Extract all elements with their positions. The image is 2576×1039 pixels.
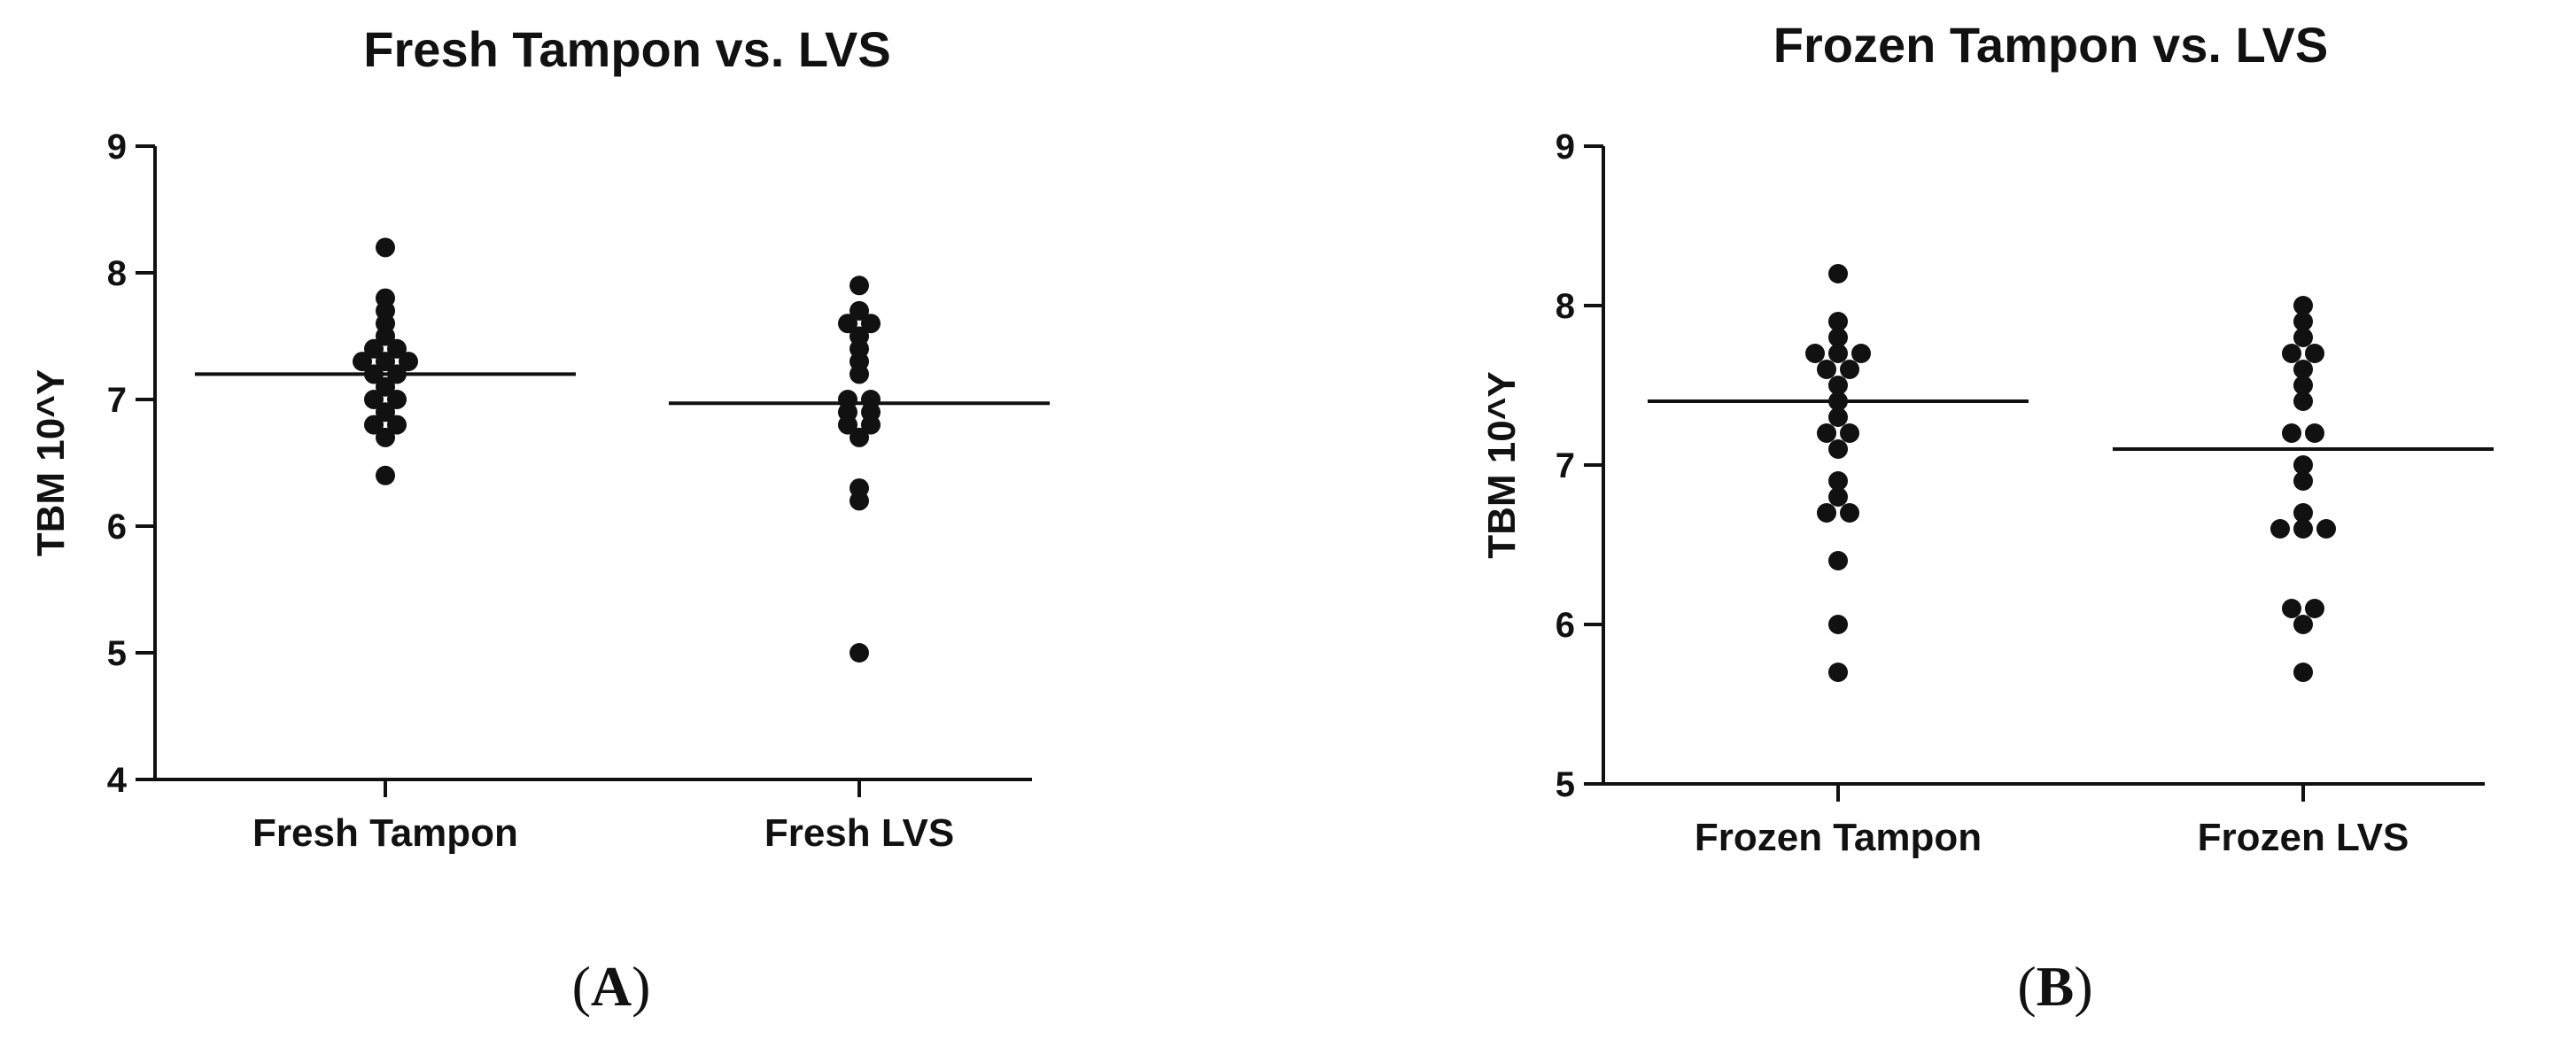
chart-b-data-point xyxy=(1817,360,1836,379)
chart-b-data-point xyxy=(1828,407,1848,427)
chart-b-y-tick-label: 8 xyxy=(1556,287,1575,326)
chart-b-data-point xyxy=(2293,296,2313,315)
chart-b-y-axis-label: TBM 10^Y xyxy=(1480,371,1524,559)
chart-a-y-tick-label: 8 xyxy=(107,254,127,293)
chart-b-data-point xyxy=(1828,487,1848,507)
chart-b-data-point xyxy=(1840,423,1859,443)
chart-b-category-label: Frozen LVS xyxy=(2198,816,2409,859)
chart-a-data-point xyxy=(387,338,407,359)
chart-b-data-point xyxy=(2293,471,2313,491)
chart-a-y-tick-label: 7 xyxy=(107,381,127,420)
chart-b-data-point xyxy=(1851,344,1871,363)
chart-b-y-tick-label: 6 xyxy=(1556,606,1575,645)
chart-a-data-point xyxy=(364,390,384,409)
chart-b-data-point xyxy=(2316,519,2336,539)
chart-b-data-point xyxy=(1840,503,1859,523)
chart-a-y-tick-label: 4 xyxy=(107,761,128,800)
chart-b-data-point xyxy=(1817,423,1836,443)
chart-b-y-tick-label: 7 xyxy=(1556,446,1575,485)
chart-a-data-point xyxy=(850,364,869,384)
chart-a-data-point xyxy=(364,338,384,359)
chart-b-data-point xyxy=(1817,503,1836,523)
chart-b-data-point xyxy=(2305,599,2324,618)
chart-b-data-point xyxy=(1828,344,1848,363)
chart-b-data-point xyxy=(2282,599,2301,618)
chart-a-data-point xyxy=(376,427,395,447)
chart-a-data-point xyxy=(861,415,881,435)
chart-b-y-tick-label: 5 xyxy=(1556,765,1575,804)
chart-a-data-point xyxy=(838,314,857,334)
chart-a-data-point xyxy=(861,314,881,334)
chart-a-data-point xyxy=(850,427,869,447)
chart-b-data-point xyxy=(2282,423,2301,443)
chart-a-data-point xyxy=(364,415,384,435)
chart-a-panel-label: (A) xyxy=(572,955,651,1018)
chart-b-data-point xyxy=(2270,519,2290,539)
chart-b-data-point xyxy=(1828,615,1848,634)
chart-b-data-point xyxy=(1828,551,1848,570)
chart-b-data-point xyxy=(1828,328,1848,347)
chart-b-data-point xyxy=(1828,471,1848,491)
chart-a-data-point xyxy=(387,390,407,409)
chart-a-y-axis-label: TBM 10^Y xyxy=(29,369,73,557)
chart-a-data-point xyxy=(838,415,857,435)
chart-a-data-point xyxy=(376,402,395,423)
chart-b-data-point xyxy=(1828,439,1848,459)
chart-b-data-point xyxy=(2305,344,2324,363)
chart-b-data-point xyxy=(1840,360,1859,379)
chart-b-data-point xyxy=(2293,312,2313,331)
chart-a-data-point xyxy=(387,415,407,435)
chart-b-data-point xyxy=(1828,312,1848,331)
chart-b-data-point xyxy=(2293,503,2313,523)
chart-b-data-point xyxy=(1828,663,1848,682)
chart-a-data-point xyxy=(850,275,869,296)
chart-b-data-point xyxy=(2293,519,2313,539)
chart-b-data-point xyxy=(2305,423,2324,443)
chart-b-category-label: Frozen Tampon xyxy=(1695,816,1982,859)
chart-a-category-label: Fresh LVS xyxy=(764,811,954,855)
chart-a-y-tick-label: 6 xyxy=(107,508,127,547)
chart-a-data-point xyxy=(399,352,418,372)
chart-a-data-point xyxy=(376,326,395,346)
chart-b-data-point xyxy=(2293,455,2313,475)
chart-b-data-point xyxy=(2293,663,2313,682)
chart-a-data-point xyxy=(376,465,395,485)
chart-b-title: Frozen Tampon vs. LVS xyxy=(1773,17,2328,73)
chart-b-data-point xyxy=(1828,264,1848,283)
chart-a-data-point xyxy=(376,352,395,372)
chart-b-data-point xyxy=(2293,615,2313,634)
chart-b-data-point xyxy=(2293,392,2313,411)
chart-b-data-point xyxy=(2293,328,2313,347)
chart-a-data-point xyxy=(850,300,869,321)
chart-a-category-label: Fresh Tampon xyxy=(252,811,518,855)
chart-a-y-tick-label: 9 xyxy=(107,128,127,167)
chart-b-data-point xyxy=(2293,360,2313,379)
chart-a-y-tick-label: 5 xyxy=(107,634,127,673)
chart-b-y-tick-label: 9 xyxy=(1556,128,1575,167)
chart-a-data-point xyxy=(353,352,372,372)
chart-a-data-point xyxy=(376,237,395,258)
chart-b-panel-label: (B) xyxy=(2017,955,2092,1018)
chart-a-data-point xyxy=(850,643,869,663)
chart-a-data-point xyxy=(376,376,395,397)
chart-b-data-point xyxy=(2282,344,2301,363)
chart-b-data-point xyxy=(2293,376,2313,395)
chart-b-data-point xyxy=(1828,376,1848,395)
chart-a-title: Fresh Tampon vs. LVS xyxy=(363,21,890,77)
chart-a-data-point xyxy=(850,491,869,511)
chart-b-data-point xyxy=(1805,344,1825,363)
